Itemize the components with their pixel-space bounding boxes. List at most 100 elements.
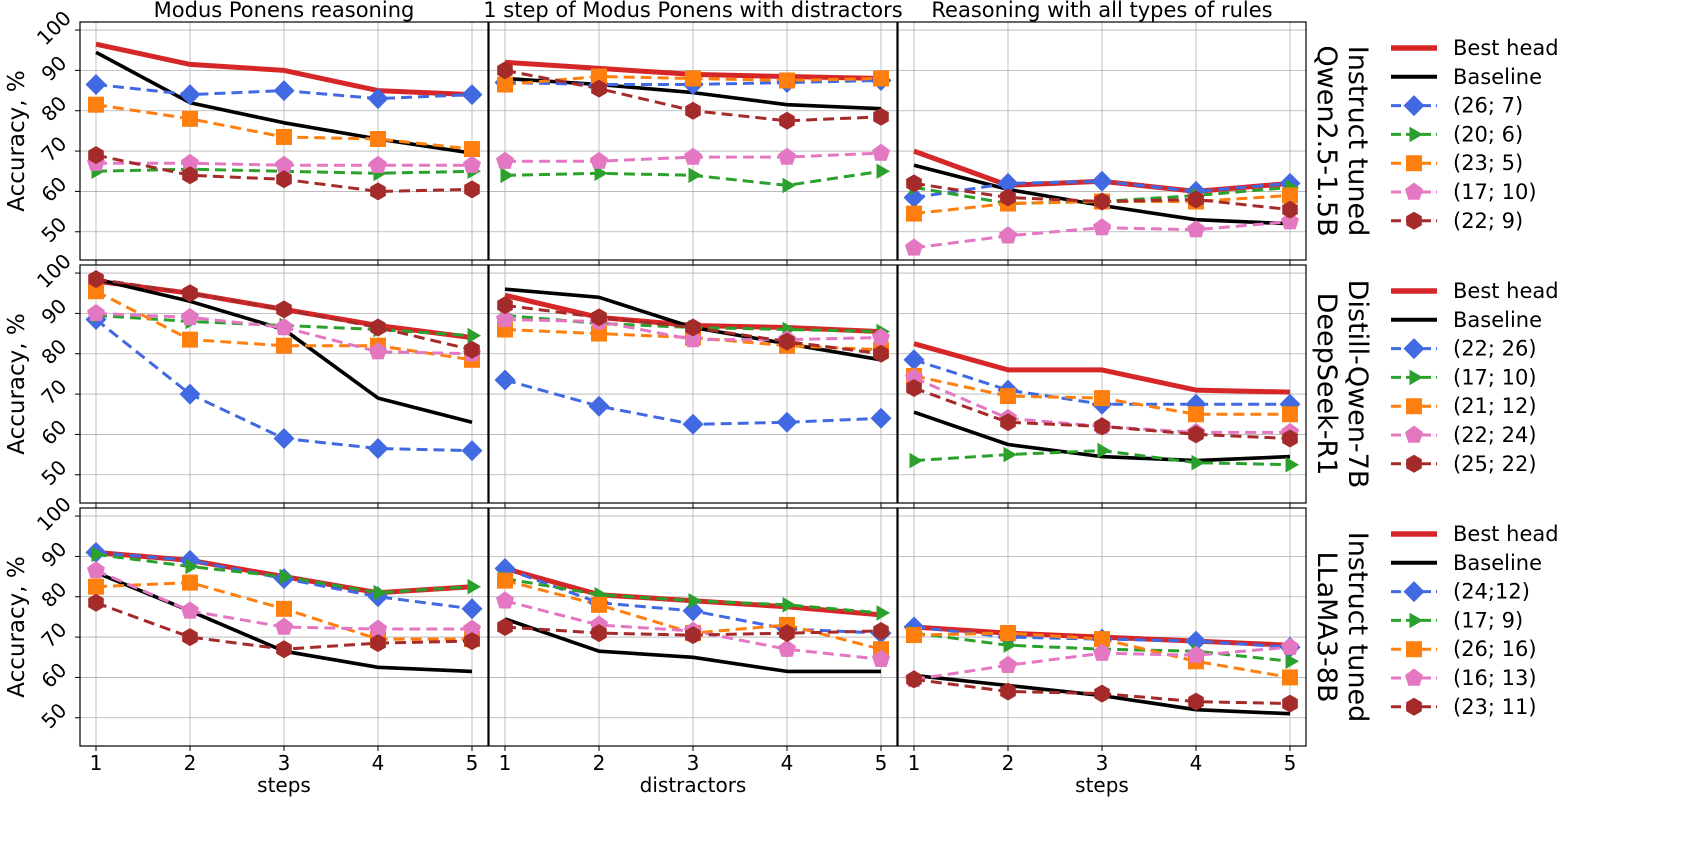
x-tick-label: 2 [593,751,606,775]
legend-marker-green [1409,369,1423,386]
point-green [876,605,890,621]
point-green [500,167,514,184]
point-brown [779,332,795,351]
x-tick-label: 1 [90,751,103,775]
panels: 5060708090100506070809010050607080901001… [32,6,1307,797]
panel-frame [897,264,1307,504]
point-orange [1000,625,1016,642]
legend-label: (26; 16) [1453,637,1537,661]
legend-label: (21; 12) [1453,394,1537,418]
point-brown [88,146,104,165]
panel [897,21,1307,265]
y-axis-label: Accuracy, % [4,556,30,697]
point-green [782,177,796,194]
x-tick-label: 5 [466,751,479,775]
legend-entry: (22; 26) [1391,337,1537,361]
point-green [467,327,481,344]
x-tick-label: 4 [372,751,385,775]
point-brown [370,182,386,201]
point-blue [997,172,1019,194]
legend-label: (23; 5) [1453,151,1523,175]
point-brown [370,318,386,337]
point-brown [276,300,292,319]
panel [488,21,898,265]
point-green [279,568,293,585]
point-pink [905,368,923,386]
point-pink [590,151,608,169]
y-tick-label: 100 [32,249,76,293]
point-brown [497,61,513,80]
point-blue [1091,170,1113,192]
row-label: Qwen2.5-1.5B [1311,45,1342,236]
y-tick-label: 90 [36,51,71,86]
legend-entry: (23; 11) [1391,695,1537,719]
y-tick-label: 80 [36,577,71,612]
point-pink [905,238,923,256]
point-brown [779,624,795,643]
point-orange [685,70,701,87]
point-pink [181,601,199,619]
point-blue [903,187,925,208]
point-pink [369,155,387,173]
point-brown [1188,692,1204,711]
legend-entry: Best head [1391,36,1559,60]
legend-entry: (26; 7) [1391,94,1523,118]
point-blue [461,84,483,106]
y-tick-label: 90 [36,294,71,329]
point-brown [88,593,104,612]
point-orange [276,128,292,145]
y-tick-label: 50 [36,698,71,733]
point-blue [682,600,704,622]
point-brown [1000,188,1016,207]
point-pink [1187,220,1205,238]
panel [897,264,1307,508]
point-orange [1188,406,1204,423]
point-blue [682,413,704,435]
point-blue [179,84,201,106]
legend-marker-pink [1405,182,1423,200]
point-brown [370,634,386,653]
panel-frame [897,507,1307,747]
point-brown [1094,684,1110,703]
point-brown [685,626,701,645]
point-orange [1282,187,1298,204]
legend-label: (17; 9) [1453,608,1523,632]
y-tick-label: 60 [36,172,71,207]
legend-marker-orange [1406,398,1422,415]
legend-label: (23; 11) [1453,695,1537,719]
legend-entry: (22; 24) [1391,423,1537,447]
point-brown [685,318,701,337]
point-brown [276,170,292,189]
point-green [1003,446,1017,463]
point-brown [1282,200,1298,219]
x-tick-label: 3 [687,751,700,775]
point-orange [497,572,513,589]
panel-frame [79,507,489,747]
series-line-best [95,41,473,98]
point-brown [1094,417,1110,436]
column-titles: Modus Ponens reasoning 1 step of Modus Po… [154,0,1273,22]
row-label: DeepSeek-R1 [1311,293,1342,476]
point-orange [276,337,292,354]
legend-entry: (17; 10) [1391,180,1537,204]
point-orange [182,574,198,591]
point-green [1285,653,1299,670]
row-label: Distill-Qwen-7B [1342,280,1373,489]
point-blue [367,88,389,110]
legend-marker-brown [1406,454,1422,473]
point-orange [906,205,922,222]
x-tick-label: 5 [1284,751,1297,775]
point-orange [873,70,889,87]
y-axis-label: Accuracy, % [4,313,30,454]
point-brown [464,632,480,651]
y-tick-label: 100 [32,492,76,536]
point-blue [273,428,295,449]
point-green [1285,456,1299,473]
point-brown [591,624,607,643]
point-green [876,163,890,179]
legend-entry: (22; 9) [1391,209,1523,233]
point-orange [591,325,607,342]
y-tick-label: 70 [36,131,71,166]
point-brown [906,174,922,193]
